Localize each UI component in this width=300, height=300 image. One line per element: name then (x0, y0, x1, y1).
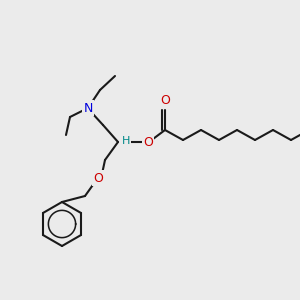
Text: O: O (143, 136, 153, 148)
Text: O: O (93, 172, 103, 184)
Text: O: O (160, 94, 170, 107)
Text: N: N (83, 101, 93, 115)
Text: H: H (122, 136, 130, 146)
